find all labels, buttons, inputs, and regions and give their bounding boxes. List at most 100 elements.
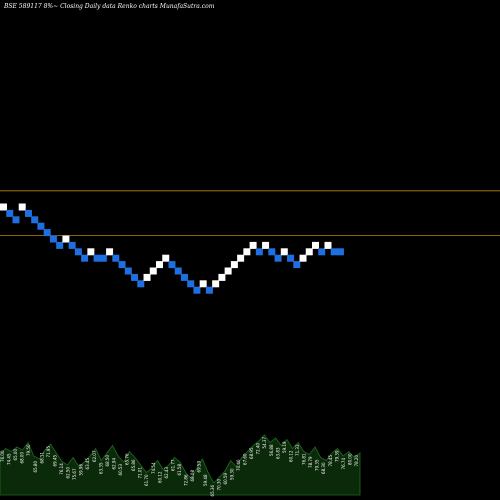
volume-label: 60.12 [157,471,162,483]
up-brick [237,254,245,262]
down-brick [74,248,82,256]
volume-label: 72.86 [184,474,189,486]
up-brick [280,248,288,256]
down-brick [118,261,126,269]
up-brick [262,241,270,249]
volume-label: 70.40 [236,459,241,471]
up-brick [87,248,95,256]
volume-label: 76.81 [302,453,307,465]
renko-bricks [0,203,344,294]
down-brick [56,241,64,249]
down-brick [293,261,301,269]
volume-label: 79.35 [315,459,320,471]
down-brick [12,216,20,224]
volume-label: 59.19 [282,441,287,453]
up-brick [224,267,232,275]
volume-label: 62.94 [111,458,116,470]
volume-label: 68.95 [249,447,254,459]
down-brick [318,248,326,256]
volume-label: 76.74 [341,458,346,470]
volume-label: 79.39 [334,450,339,462]
volume-label: 74.54 [151,462,156,474]
volume-label: 79.50 [26,444,31,456]
down-brick [330,248,338,256]
down-brick [49,235,57,243]
down-brick [131,273,139,281]
volume-label: 62.07 [92,450,97,462]
up-brick [62,235,70,243]
volume-label: 78.79 [308,456,313,468]
up-brick [212,280,220,288]
volume-label: 71.33 [295,444,300,456]
volume-label: 72.40 [256,443,261,455]
down-brick [268,248,276,256]
volume-label: 59.30 [229,468,234,480]
up-brick [106,248,114,256]
down-brick [37,222,45,230]
down-brick [274,254,282,262]
volume-label: 54.37 [262,437,267,449]
volume-label: 69.59 [197,461,202,473]
up-brick [199,280,207,288]
volume-label: 60.12 [288,450,293,462]
volume-label: 67.60 [243,453,248,465]
down-brick [168,261,176,269]
down-brick [193,286,201,294]
down-brick [336,248,344,256]
volume-label: 62.43 [164,467,169,479]
volume-label: 68.30 [321,462,326,474]
volume-label: 78.45 [328,455,333,467]
volume-label: 65.86 [131,459,136,471]
chart-title: BSE 589117 8%~ Closing Daily data Renko … [3,3,215,10]
volume-label: 63.35 [98,462,103,474]
volume-label: 75.67 [72,468,77,480]
volume-label: 63.83 [275,447,280,459]
down-brick [31,216,39,224]
volume-label: 59.96 [79,464,84,476]
volume-label: 68.50 [105,455,110,467]
volume-label: 76.14 [59,463,64,475]
down-brick [187,280,195,288]
down-brick [180,273,188,281]
up-brick [149,267,157,275]
volume-label: 59.48 [203,474,208,486]
down-brick [68,241,76,249]
volume-label: 60.53 [118,464,123,476]
volume-label: 65.76 [125,453,130,465]
volume-label: 70.30 [216,479,221,491]
down-brick [174,267,182,275]
volume-label: 63.45 [85,458,90,470]
volume-label: 71.01 [138,467,143,479]
up-brick [218,273,226,281]
volume-label: 80.00 [347,453,352,465]
down-brick [43,229,51,237]
down-brick [112,254,120,262]
volume-label: 68.00 [20,452,25,464]
down-brick [137,280,145,288]
volume-label: 61.77 [170,459,175,471]
volume-panel: 76.00 74.45 65.00 68.0079.5065.8068.1171.95… [0,434,361,497]
volume-label: 78.20 [354,455,359,467]
volume-label: 62.50 [66,467,71,479]
volume-label: 61.70 [144,474,149,486]
up-brick [156,261,163,269]
up-brick [162,254,170,262]
volume-label: 68.11 [39,452,44,464]
up-brick [299,254,307,262]
up-brick [143,273,151,281]
up-brick [243,248,251,256]
down-brick [255,248,263,256]
up-brick [324,241,332,249]
volume-label: 60.59 [223,473,228,485]
up-brick [249,241,257,249]
up-brick [312,241,319,249]
down-brick [124,267,132,275]
down-brick [81,254,89,262]
down-brick [205,286,213,294]
down-brick [99,254,107,262]
reference-lines [0,190,500,237]
up-brick [305,248,313,256]
volume-label: 65.36 [210,485,215,497]
volume-label: 71.95 [46,446,51,458]
